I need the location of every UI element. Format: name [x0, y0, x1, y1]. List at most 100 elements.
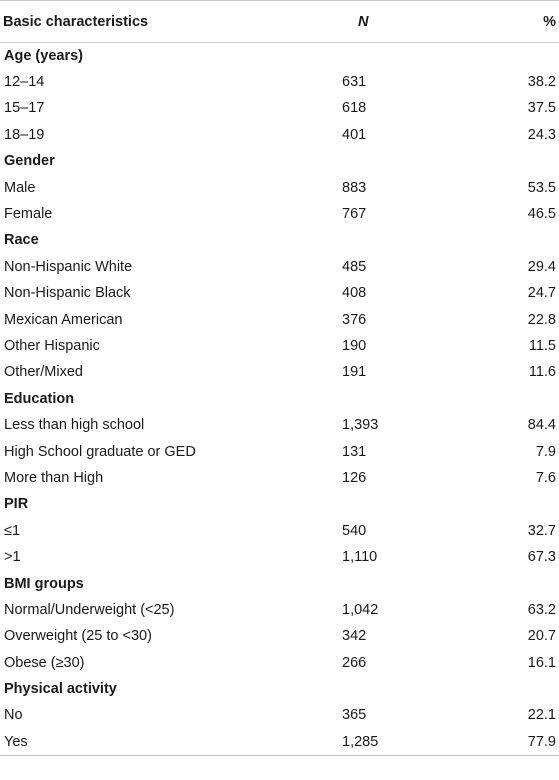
row-count: 485 — [342, 258, 367, 275]
section-title: Age (years) — [4, 47, 83, 64]
row-count: 540 — [342, 522, 367, 539]
section-header-row: Gender — [0, 148, 559, 174]
row-percent: 16.1 — [527, 654, 556, 671]
row-percent: 32.7 — [527, 522, 556, 539]
section-title: Physical activity — [4, 681, 117, 698]
row-count: 408 — [342, 285, 367, 302]
row-count: 131 — [342, 443, 367, 460]
row-label: Overweight (25 to <30) — [4, 628, 152, 645]
row-count: 376 — [342, 311, 367, 328]
row-label: Mexican American — [4, 311, 123, 328]
row-percent: 67.3 — [527, 549, 556, 566]
row-percent: 46.5 — [527, 206, 556, 223]
table-row: 15–17 618 37.5 — [0, 95, 559, 121]
table-row: Other/Mixed 191 11.6 — [0, 359, 559, 385]
row-count: 401 — [342, 126, 367, 143]
header-n: N — [340, 0, 490, 43]
row-percent: 37.5 — [527, 100, 556, 117]
table-header: Basic characteristics N % — [0, 0, 559, 43]
section-header-row: Race — [0, 227, 559, 253]
row-label: No — [4, 707, 23, 724]
table-row: 18–19 401 24.3 — [0, 122, 559, 148]
section-title: PIR — [4, 496, 29, 513]
row-count: 190 — [342, 337, 367, 354]
characteristics-table: Basic characteristics N % Age (years) 12–… — [0, 0, 559, 756]
section-header-row: BMI groups — [0, 570, 559, 596]
table-row: Non-Hispanic White 485 29.4 — [0, 254, 559, 280]
row-label: High School graduate or GED — [4, 443, 196, 460]
table-row: Normal/Underweight (<25) 1,042 63.2 — [0, 597, 559, 623]
row-percent: 84.4 — [527, 417, 556, 434]
row-label: 12–14 — [4, 74, 45, 91]
row-percent: 24.3 — [527, 126, 556, 143]
header-row: Basic characteristics N % — [0, 0, 559, 43]
row-count: 126 — [342, 469, 367, 486]
row-percent: 53.5 — [527, 179, 556, 196]
table-row: Mexican American 376 22.8 — [0, 306, 559, 332]
row-count: 266 — [342, 654, 367, 671]
table-row: Obese (≥30) 266 16.1 — [0, 649, 559, 675]
row-count: 191 — [342, 364, 367, 381]
row-percent: 22.8 — [527, 311, 556, 328]
row-count: 618 — [342, 100, 367, 117]
row-label: ≤1 — [4, 522, 21, 539]
row-count: 1,393 — [342, 417, 379, 434]
row-percent: 20.7 — [527, 628, 556, 645]
row-count: 365 — [342, 707, 367, 724]
table-row: More than High 126 7.6 — [0, 465, 559, 491]
row-percent: 22.1 — [527, 707, 556, 724]
row-label: >1 — [4, 549, 21, 566]
row-label: Normal/Underweight (<25) — [4, 601, 175, 618]
row-percent: 7.6 — [535, 469, 556, 486]
row-count: 1,285 — [340, 728, 490, 756]
table-row: ≤1 540 32.7 — [0, 518, 559, 544]
section-header-row: PIR — [0, 491, 559, 517]
row-percent: 24.7 — [527, 285, 556, 302]
row-percent: 7.9 — [535, 443, 556, 460]
row-label: More than High — [4, 469, 104, 486]
table-row: >1 1,110 67.3 — [0, 544, 559, 570]
table-body: Age (years) 12–14 631 38.2 15–17 618 37.5 18–19… — [0, 43, 559, 756]
row-label: Non-Hispanic White — [4, 258, 133, 275]
row-count: 1,110 — [342, 549, 378, 566]
section-title: Race — [4, 232, 39, 249]
row-label: Less than high school — [4, 417, 145, 434]
section-title: Gender — [4, 153, 55, 170]
section-title: BMI groups — [4, 575, 84, 592]
table-row: Yes 1,285 77.9 — [0, 728, 559, 756]
row-percent: 11.6 — [528, 364, 556, 381]
row-count: 1,042 — [342, 601, 379, 618]
header-characteristics: Basic characteristics — [0, 0, 340, 43]
row-percent: 11.5 — [528, 337, 556, 354]
row-label: 18–19 — [4, 126, 45, 143]
table-row: High School graduate or GED 131 7.9 — [0, 438, 559, 464]
row-label: Other Hispanic — [4, 337, 100, 354]
row-count: 342 — [342, 628, 367, 645]
row-percent: 29.4 — [527, 258, 556, 275]
section-header-row: Physical activity — [0, 676, 559, 702]
row-label: Obese (≥30) — [4, 654, 85, 671]
row-label: 15–17 — [4, 100, 45, 117]
table-row: No 365 22.1 — [0, 702, 559, 728]
row-label: Non-Hispanic Black — [4, 285, 131, 302]
table-row: Less than high school 1,393 84.4 — [0, 412, 559, 438]
table-row: Other Hispanic 190 11.5 — [0, 333, 559, 359]
table-row: Overweight (25 to <30) 342 20.7 — [0, 623, 559, 649]
section-title: Education — [4, 390, 75, 407]
table-row: Male 883 53.5 — [0, 174, 559, 200]
row-percent: 63.2 — [527, 601, 556, 618]
row-percent: 77.9 — [490, 728, 559, 756]
table-row: 12–14 631 38.2 — [0, 69, 559, 95]
row-label: Female — [4, 206, 53, 223]
section-header-row: Age (years) — [0, 43, 559, 69]
row-count: 767 — [342, 206, 367, 223]
table-row: Non-Hispanic Black 408 24.7 — [0, 280, 559, 306]
header-percent: % — [490, 0, 559, 43]
table-row: Female 767 46.5 — [0, 201, 559, 227]
row-label: Other/Mixed — [4, 364, 83, 381]
row-count: 631 — [342, 74, 367, 91]
row-label: Male — [4, 179, 36, 196]
row-percent: 38.2 — [527, 74, 556, 91]
section-header-row: Education — [0, 386, 559, 412]
